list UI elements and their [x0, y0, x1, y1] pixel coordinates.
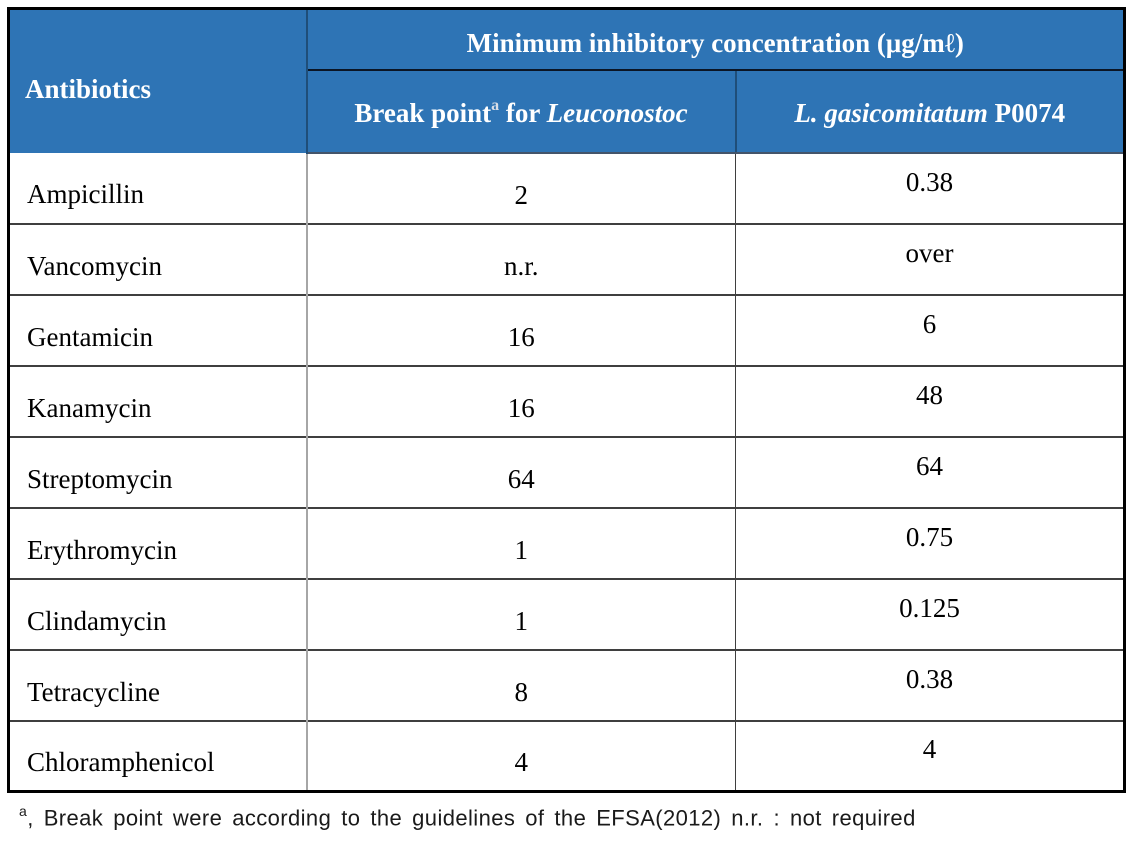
antibiotic-name-cell: Vancomycin	[8, 222, 308, 295]
mic-value: 64	[916, 450, 943, 481]
breakpoint-value-cell: 1	[306, 506, 736, 579]
breakpoint-value: n.r.	[503, 250, 539, 281]
table-header: Antibiotics Minimum inhibitory concentra…	[8, 8, 1125, 154]
breakpoint-value-cell: 8	[306, 648, 736, 721]
antibiotics-header-cell: Antibiotics	[8, 8, 308, 153]
breakpoint-value: 16	[507, 321, 535, 352]
breakpoint-value: 8	[514, 676, 529, 707]
table-row: Streptomycin 64 64	[8, 435, 1125, 508]
breakpoint-value: 16	[507, 392, 535, 423]
table-row: Ampicillin 2 0.38	[8, 152, 1125, 224]
mic-value-cell: 64	[735, 435, 1125, 508]
mic-value-cell: 0.125	[735, 577, 1125, 650]
breakpoint-header-label: Break pointa for Leuconostoc	[354, 96, 688, 128]
breakpoint-value-cell: 1	[306, 577, 736, 650]
breakpoint-value: 1	[514, 605, 529, 636]
antibiotic-name-cell: Ampicillin	[8, 152, 308, 224]
antibiotic-name-cell: Gentamicin	[8, 293, 308, 366]
antibiotic-name: Clindamycin	[27, 605, 167, 636]
antibiotic-name-cell: Chloramphenicol	[8, 719, 308, 792]
breakpoint-value-cell: 2	[306, 152, 736, 224]
breakpoint-header-cell: Break pointa for Leuconostoc	[306, 69, 737, 154]
mic-value-cell: 4	[735, 719, 1125, 792]
breakpoint-superscript-a: a	[491, 96, 500, 114]
mic-value: 0.38	[905, 166, 954, 197]
antibiotic-name-cell: Clindamycin	[8, 577, 308, 650]
breakpoint-label-conjunction: for	[499, 97, 547, 128]
table-row: Clindamycin 1 0.125	[8, 577, 1125, 650]
mic-value: 4	[922, 734, 937, 765]
mic-value-cell: 0.75	[735, 506, 1125, 579]
mic-value-cell: over	[735, 222, 1125, 295]
breakpoint-value: 64	[507, 463, 535, 494]
mic-header-label: Minimum inhibitory concentration (μg/mℓ)	[466, 27, 964, 58]
mic-value-cell: 0.38	[735, 152, 1125, 224]
breakpoint-label-text: Break point	[354, 97, 492, 128]
header-row-sub: Break pointa for Leuconostoc L. gasicomi…	[9, 69, 1125, 154]
breakpoint-value-cell: 64	[306, 435, 736, 508]
breakpoint-value: 4	[514, 747, 529, 778]
antibiotic-name: Streptomycin	[27, 463, 173, 494]
mic-value: 48	[916, 379, 943, 410]
mic-header-cell: Minimum inhibitory concentration (μg/mℓ)	[306, 8, 1125, 71]
antibiotics-header-label: Antibiotics	[25, 73, 152, 104]
footnote: a, Break point were according to the gui…	[19, 803, 1124, 831]
antibiotic-name: Tetracycline	[27, 676, 161, 707]
breakpoint-value: 1	[514, 534, 529, 565]
antibiotic-name: Chloramphenicol	[27, 747, 215, 778]
antibiotic-name: Ampicillin	[27, 179, 144, 209]
antibiotic-name-cell: Streptomycin	[8, 435, 308, 508]
table-row: Tetracycline 8 0.38	[8, 648, 1125, 721]
footnote-text: , Break point were according to the guid…	[27, 805, 916, 831]
mic-table: Antibiotics Minimum inhibitory concentra…	[7, 7, 1126, 793]
table-row: Erythromycin 1 0.75	[8, 506, 1125, 579]
table-row: Gentamicin 16 6	[8, 293, 1125, 366]
mic-value-cell: 0.38	[735, 648, 1125, 721]
strain-code: P0074	[987, 97, 1066, 128]
breakpoint-value-cell: 16	[306, 364, 736, 437]
footnote-superscript-a: a	[19, 803, 28, 819]
mic-value-cell: 6	[735, 293, 1125, 366]
antibiotic-name: Gentamicin	[27, 321, 153, 352]
antibiotic-name-cell: Kanamycin	[8, 364, 308, 437]
table-row: Kanamycin 16 48	[8, 364, 1125, 437]
antibiotic-name-cell: Erythromycin	[8, 506, 308, 579]
strain-header-cell: L. gasicomitatum P0074	[735, 69, 1125, 154]
strain-header-label: L. gasicomitatum P0074	[794, 98, 1065, 128]
mic-value: 6	[922, 308, 937, 339]
mic-value: over	[905, 237, 954, 268]
antibiotic-name-cell: Tetracycline	[8, 648, 308, 721]
strain-species-italic: L. gasicomitatum	[794, 97, 988, 128]
antibiotic-name: Vancomycin	[27, 250, 162, 281]
breakpoint-value-cell: n.r.	[306, 222, 736, 295]
header-row-top: Antibiotics Minimum inhibitory concentra…	[8, 8, 1125, 153]
mic-value: 0.125	[899, 592, 960, 623]
table-body: Ampicillin 2 0.38 Vancomycin n.r. over G…	[8, 152, 1125, 792]
table-row: Vancomycin n.r. over	[8, 222, 1125, 295]
breakpoint-species-italic: Leuconostoc	[546, 97, 688, 128]
antibiotic-name: Kanamycin	[27, 392, 152, 423]
breakpoint-value-cell: 4	[306, 719, 736, 792]
breakpoint-value: 2	[514, 179, 529, 210]
mic-value-cell: 48	[735, 364, 1125, 437]
breakpoint-value-cell: 16	[306, 293, 736, 366]
antibiotic-name: Erythromycin	[27, 534, 177, 565]
table-row: Chloramphenicol 4 4	[8, 719, 1125, 792]
mic-value: 0.38	[905, 663, 954, 694]
mic-value: 0.75	[905, 521, 954, 552]
